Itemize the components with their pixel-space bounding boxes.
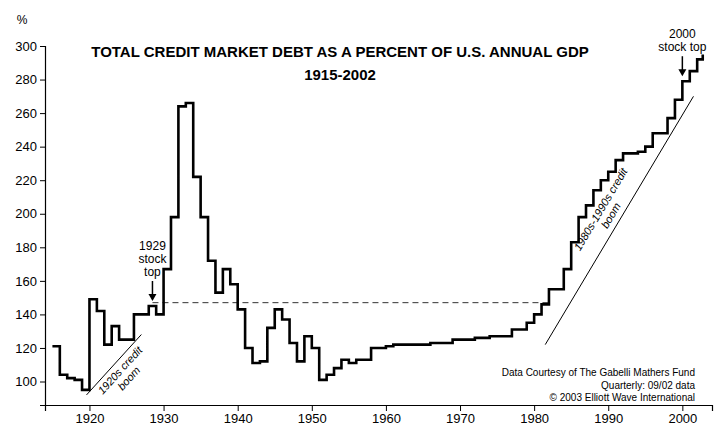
x-tick: 1970	[446, 405, 475, 426]
x-tick-label: 1950	[298, 411, 327, 426]
y-tick-mark	[40, 46, 45, 47]
y-tick-mark	[40, 214, 45, 215]
annotation-line: boom	[115, 364, 142, 392]
y-tick-mark	[40, 348, 45, 349]
annotation-arrowhead	[148, 294, 156, 301]
x-tick: 2000	[668, 405, 697, 426]
y-tick: 280	[15, 72, 45, 87]
x-tick: 1990	[594, 405, 623, 426]
y-axis: 100 120 140 160 180 200 220 240 260 280 300	[15, 39, 45, 406]
annotation: 2000stock top	[658, 27, 706, 54]
annotation: 1929stocktop	[138, 239, 167, 279]
y-tick: 140	[15, 307, 45, 322]
annotation: 1920s creditboom	[95, 343, 154, 404]
source-line: Data Courtesy of The Gabelli Mathers Fun…	[502, 367, 695, 378]
annotation-line: 1929	[139, 239, 166, 253]
y-tick: 300	[15, 39, 45, 54]
x-tick-mark	[460, 405, 461, 411]
y-tick-label: 180	[15, 240, 37, 255]
x-tick-label: 2000	[668, 411, 697, 426]
subtitle: 1915-2002	[304, 66, 376, 83]
y-tick: 160	[15, 274, 45, 289]
source-line: Quarterly: 09/02 data	[601, 380, 695, 391]
annotation-line: 1920s credit	[95, 343, 145, 396]
y-tick: 120	[15, 341, 45, 356]
trend-line	[545, 96, 693, 344]
y-tick-mark	[40, 314, 45, 315]
y-tick-mark	[40, 281, 45, 282]
y-tick-mark	[40, 113, 45, 114]
x-tick: 1980	[520, 405, 549, 426]
y-tick-label: 120	[15, 341, 37, 356]
annotation-line: top	[144, 265, 161, 279]
x-tick-mark	[89, 405, 90, 411]
x-axis-line	[46, 406, 713, 412]
title: TOTAL CREDIT MARKET DEBT AS A PERCENT OF…	[91, 43, 589, 60]
plot-area	[52, 54, 702, 395]
chart-container: TOTAL CREDIT MARKET DEBT AS A PERCENT OF…	[0, 0, 720, 441]
y-tick: 240	[15, 139, 45, 154]
x-tick-label: 1970	[446, 411, 475, 426]
y-tick-mark	[40, 147, 45, 148]
y-tick-label: 240	[15, 139, 37, 154]
x-tick-mark	[386, 405, 387, 411]
y-tick: 180	[15, 240, 45, 255]
y-tick-label: 280	[15, 72, 37, 87]
x-tick-label: 1980	[520, 411, 549, 426]
y-tick: 260	[15, 106, 45, 121]
x-tick-mark	[608, 405, 609, 411]
x-tick-mark	[534, 405, 535, 411]
y-tick-mark	[40, 382, 45, 383]
y-tick-label: 140	[15, 307, 37, 322]
x-tick-label: 1990	[594, 411, 623, 426]
annotation-line: 1980s-1990s credit	[571, 165, 630, 252]
x-tick: 1940	[224, 405, 253, 426]
x-tick: 1920	[76, 405, 105, 426]
x-tick-label: 1920	[76, 411, 105, 426]
x-tick-label: 1960	[372, 411, 401, 426]
data-line	[52, 54, 702, 390]
y-tick-mark	[40, 80, 45, 81]
source: Data Courtesy of The Gabelli Mathers Fun…	[502, 367, 696, 403]
x-tick-label: 1930	[150, 411, 179, 426]
annotation-arrowhead	[678, 69, 686, 76]
annotation-line: stock top	[658, 40, 706, 54]
x-tick-mark	[238, 405, 239, 411]
y-tick-label: 260	[15, 106, 37, 121]
annotation-line: boom	[599, 200, 623, 230]
annotation: 1980s-1990s creditboom	[571, 165, 640, 258]
y-tick-label: 100	[15, 374, 37, 389]
y-axis-label: %	[17, 13, 28, 27]
x-tick-mark	[682, 405, 683, 411]
source-line: © 2003 Elliott Wave International	[550, 392, 695, 403]
y-tick-label: 220	[15, 173, 37, 188]
chart-svg: TOTAL CREDIT MARKET DEBT AS A PERCENT OF…	[0, 0, 720, 441]
x-tick-label: 1940	[224, 411, 253, 426]
annotation-line: stock	[138, 252, 167, 266]
reference-line	[152, 302, 548, 303]
y-tick-mark	[40, 247, 45, 248]
y-tick-label: 200	[15, 206, 37, 221]
y-tick-label: 160	[15, 274, 37, 289]
y-axis-line	[40, 47, 46, 406]
y-tick-label: 300	[15, 39, 37, 54]
x-tick-mark	[312, 405, 313, 411]
annotation-arrow	[682, 56, 684, 71]
x-tick: 1960	[372, 405, 401, 426]
y-tick: 200	[15, 206, 45, 221]
x-tick: 1930	[150, 405, 179, 426]
y-tick: 220	[15, 173, 45, 188]
x-tick: 1950	[298, 405, 327, 426]
y-tick-mark	[40, 180, 45, 181]
y-tick: 100	[15, 374, 45, 389]
x-axis: 1920 1930 1940 1950 1960 1970 1980 1990 2000	[46, 405, 713, 426]
annotation-line: 2000	[669, 27, 696, 41]
annotation-arrow	[152, 281, 154, 296]
x-tick-mark	[164, 405, 165, 411]
